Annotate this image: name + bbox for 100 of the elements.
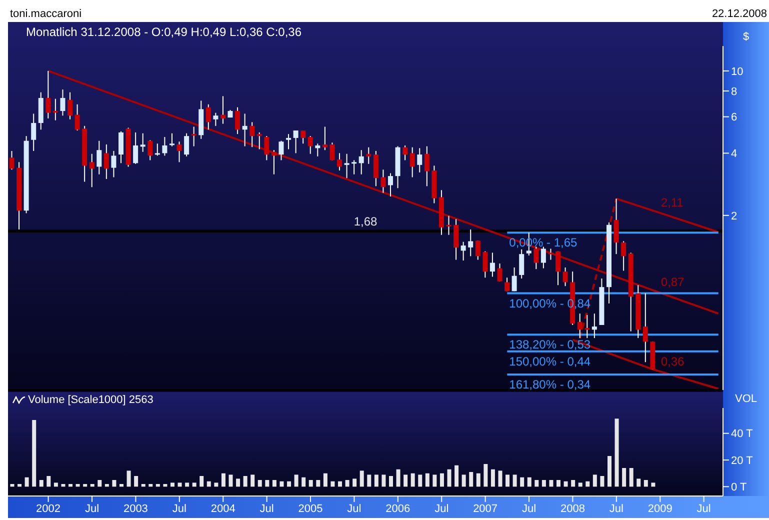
- bar: [367, 474, 372, 487]
- candlestick: [548, 248, 554, 260]
- bar: [338, 481, 342, 487]
- x-tick-label: 2004: [210, 502, 236, 515]
- candlestick: [133, 132, 138, 164]
- bar: [18, 484, 22, 487]
- candlestick: [512, 266, 517, 292]
- bar: [76, 484, 80, 487]
- candlestick: [460, 241, 466, 262]
- candlestick: [111, 150, 116, 178]
- bar: [469, 472, 474, 487]
- x-tick-label: Jul: [434, 502, 449, 515]
- candlestick: [169, 132, 174, 147]
- candlestick: [118, 130, 124, 164]
- bar: [316, 480, 320, 487]
- candlestick: [497, 263, 502, 282]
- x-tick-label: 2003: [123, 502, 148, 515]
- bar: [614, 418, 619, 487]
- bar: [156, 484, 160, 487]
- bar: [374, 474, 378, 487]
- candlestick: [584, 314, 590, 339]
- candlestick: [562, 266, 568, 287]
- annotation: 150,00% - 0,44: [509, 354, 591, 368]
- bar: [302, 477, 306, 487]
- candlestick: [468, 228, 474, 257]
- candlestick: [242, 113, 248, 147]
- bar: [214, 482, 218, 487]
- candlestick: [256, 132, 262, 150]
- bar: [447, 469, 452, 487]
- bar: [10, 484, 14, 487]
- x-tick-label: Jul: [84, 502, 100, 515]
- bar: [440, 473, 444, 487]
- bar: [83, 484, 88, 487]
- candlestick: [184, 132, 190, 157]
- x-tick-label: Jul: [260, 502, 274, 515]
- x-tick-label: 2002: [36, 502, 61, 515]
- candlestick: [577, 313, 582, 339]
- candlestick: [388, 172, 393, 197]
- candlestick: [490, 252, 495, 278]
- bar: [185, 482, 190, 487]
- y-tick-label: 4: [731, 148, 738, 160]
- candlestick: [358, 150, 364, 175]
- candlestick: [60, 89, 66, 116]
- bar: [512, 474, 517, 487]
- bar: [280, 481, 284, 487]
- bar: [352, 478, 357, 487]
- x-tick-label: Jul: [696, 502, 711, 515]
- candlestick: [556, 250, 561, 286]
- chart-title: Monatlich 31.12.2008 - O:0,49 H:0,49 L:0,36 C:0,36: [26, 25, 302, 39]
- candlestick: [278, 140, 284, 161]
- bar: [141, 484, 146, 487]
- bar: [98, 480, 102, 487]
- candlestick: [176, 141, 182, 163]
- bar: [104, 484, 109, 487]
- bar: [644, 480, 648, 487]
- x-tick-label: Jul: [172, 502, 186, 515]
- x-tick-label: 2006: [386, 502, 410, 515]
- bar: [476, 473, 480, 487]
- candlestick: [293, 130, 298, 154]
- bar: [410, 473, 415, 487]
- x-tick-label: 2005: [298, 502, 323, 515]
- bar: [396, 469, 400, 487]
- bar: [258, 480, 262, 487]
- bar: [294, 474, 298, 487]
- candlestick: [213, 112, 218, 126]
- candlestick: [373, 150, 378, 187]
- bar: [148, 484, 153, 487]
- bar: [90, 484, 94, 487]
- candlestick: [482, 250, 488, 278]
- candlestick: [191, 126, 196, 147]
- bar: [506, 474, 510, 487]
- bar: [345, 480, 350, 487]
- bar: [571, 480, 576, 487]
- bar: [68, 484, 73, 487]
- candlestick: [337, 152, 342, 171]
- bar: [170, 482, 174, 487]
- candlestick: [162, 136, 168, 156]
- bar: [432, 474, 437, 487]
- candlestick: [454, 218, 459, 260]
- bar: [119, 484, 124, 487]
- bar: [287, 481, 292, 487]
- bar: [46, 476, 51, 487]
- candlestick: [286, 134, 292, 150]
- candlestick: [417, 148, 422, 173]
- bar: [360, 470, 364, 487]
- bar: [32, 420, 36, 487]
- bar: [564, 481, 568, 487]
- annotation: 2,11: [660, 196, 684, 210]
- bar: [592, 474, 597, 487]
- bar: [382, 474, 386, 487]
- bar: [272, 480, 276, 487]
- bar: [425, 473, 430, 487]
- candlestick: [31, 113, 36, 152]
- candlestick: [154, 143, 160, 156]
- y-axis-title: $: [742, 31, 750, 43]
- candlestick: [352, 160, 357, 175]
- candlestick: [330, 142, 335, 161]
- bar: [24, 477, 29, 487]
- bar: [549, 480, 554, 487]
- bar: [236, 478, 240, 487]
